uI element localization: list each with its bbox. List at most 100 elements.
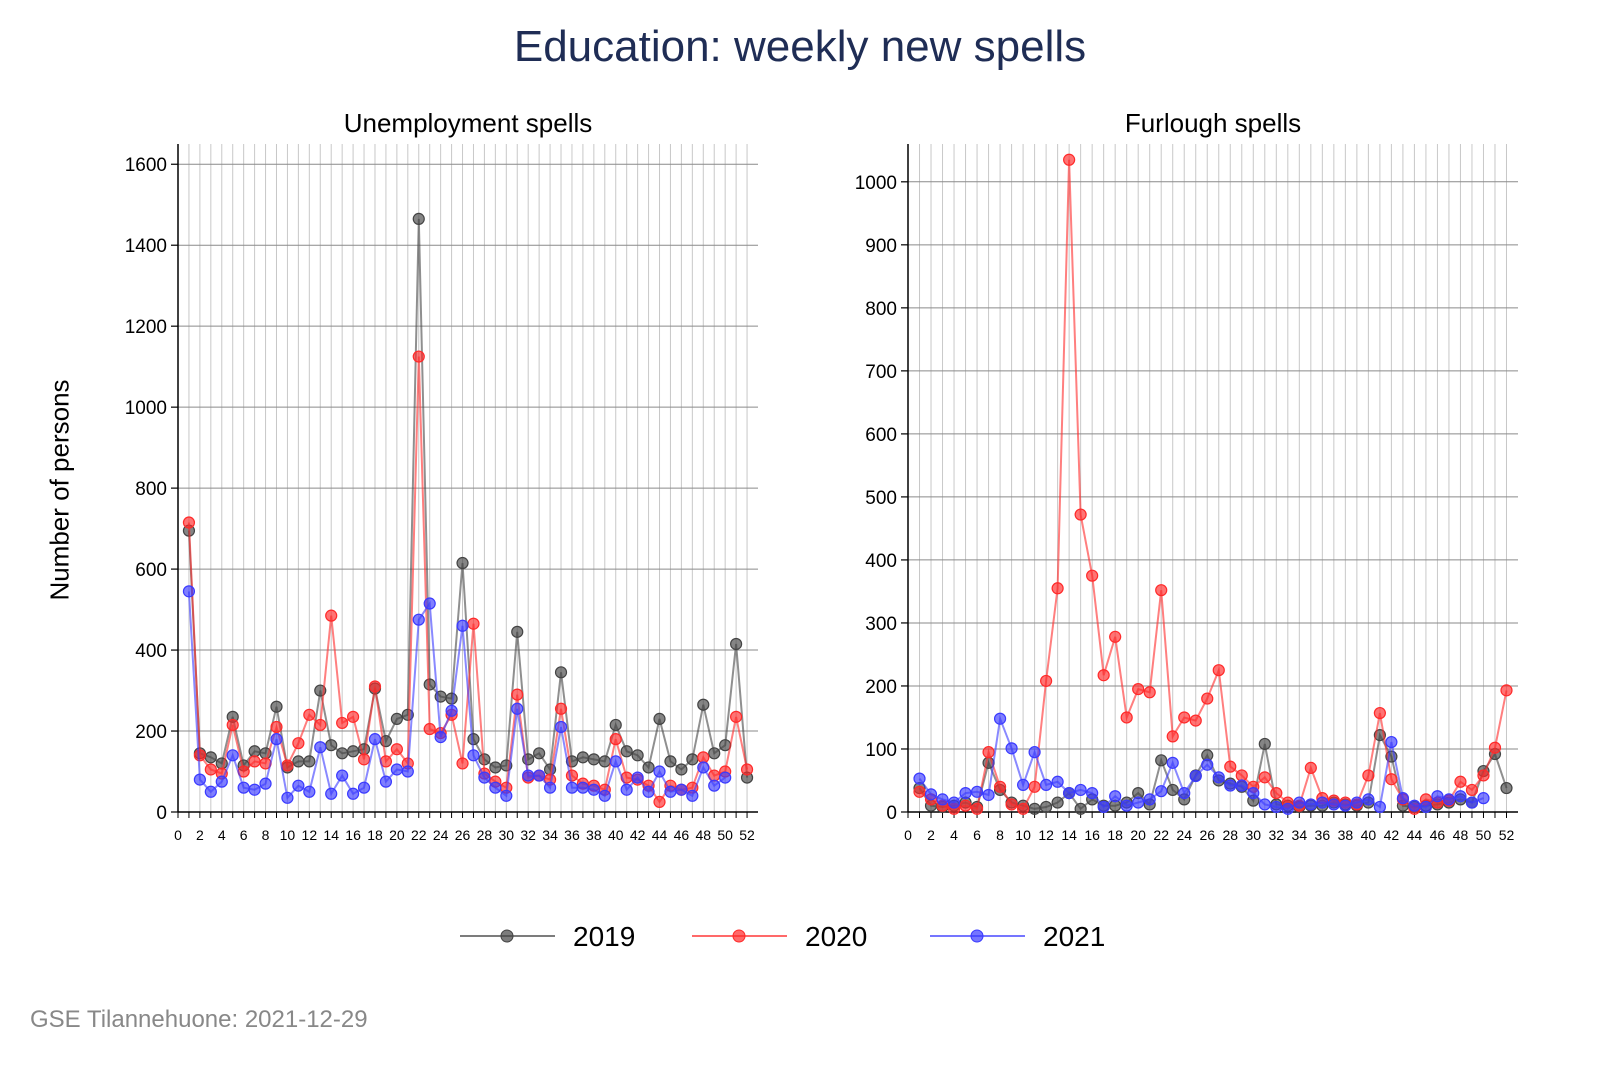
data-point [1270,800,1283,814]
data-point [1086,569,1099,582]
x-tick-label: 12 [1038,827,1054,843]
x-tick-label: 28 [1222,827,1238,843]
data-point [511,688,524,701]
data-point [1488,741,1502,754]
data-point [325,787,338,800]
data-point [1155,785,1168,798]
data-point [993,780,1007,793]
data-point [390,743,403,756]
data-point [489,761,502,774]
data-point [1454,790,1467,803]
data-point [1304,798,1317,811]
data-point [478,771,491,784]
data-point [1454,775,1467,788]
x-tick-label: 10 [1015,827,1031,843]
data-point [533,769,546,782]
data-point [1373,800,1386,814]
data-point [1339,799,1352,812]
data-point [1201,692,1214,705]
y-tick-label: 700 [865,362,897,383]
data-point [730,710,743,723]
data-point [467,733,480,746]
data-point [1016,778,1030,792]
data-point [412,212,425,225]
x-tick-label: 40 [1361,827,1377,843]
x-tick-label: 8 [996,827,1004,843]
data-point [1028,746,1041,759]
x-tick-label: 4 [218,827,226,843]
data-point [445,704,458,717]
data-point [1051,796,1064,809]
data-point [467,617,480,630]
data-point [1189,714,1202,727]
data-point [1465,796,1479,809]
data-point [1051,775,1064,788]
data-point [1270,786,1283,800]
x-tick-label: 26 [455,827,471,843]
data-point [1431,790,1444,803]
legend-label: 2021 [1043,921,1105,952]
data-point [1235,779,1248,792]
y-tick-label: 800 [865,299,897,320]
data-point [1086,786,1099,800]
data-point [1201,758,1214,771]
data-point [620,783,633,796]
data-point [631,749,644,762]
data-point [346,787,360,800]
data-point [423,722,436,736]
x-tick-label: 22 [411,827,427,843]
data-point [1212,664,1225,677]
data-point [182,516,196,529]
data-point [609,718,622,732]
data-point [1373,706,1386,720]
x-tick-label: 18 [1107,827,1123,843]
data-point [1408,799,1421,812]
data-point [489,781,502,794]
data-point [587,753,600,766]
data-point [587,783,600,796]
legend-label: 2019 [573,921,635,952]
data-point [226,718,239,732]
data-point [390,763,403,776]
x-tick-label: 6 [240,827,248,843]
x-tick-label: 36 [1315,827,1331,843]
data-point [1327,798,1340,811]
x-tick-label: 16 [1084,827,1100,843]
y-tick-label: 0 [156,803,167,824]
data-point [554,720,568,734]
data-point [336,769,349,782]
x-tick-label: 24 [1176,827,1192,843]
data-point [248,755,261,768]
data-point [336,716,349,730]
data-point [598,755,611,768]
data-point [248,783,261,796]
data-point [697,751,710,764]
data-point [970,802,984,815]
y-tick-label: 400 [135,641,167,662]
data-point [401,765,414,778]
y-tick-label: 1000 [855,173,897,194]
data-point [982,788,995,802]
data-point [1442,793,1456,806]
data-point [708,779,721,792]
x-tick-label: 40 [608,827,624,843]
x-tick-label: 48 [695,827,711,843]
data-point [467,749,480,762]
data-point [993,712,1007,725]
data-point [303,755,316,768]
data-point [982,746,995,759]
series-line [918,159,1508,811]
y-tick-label: 900 [865,236,897,257]
series-2021 [182,585,732,804]
data-point [1005,742,1018,755]
data-point [445,692,458,705]
y-tick-label: 600 [135,560,167,581]
data-point [1074,783,1087,797]
data-point [1040,674,1053,688]
data-point [1040,778,1053,792]
data-point [1005,798,1018,811]
x-tick-label: 20 [1130,827,1146,843]
data-point [1258,771,1271,784]
